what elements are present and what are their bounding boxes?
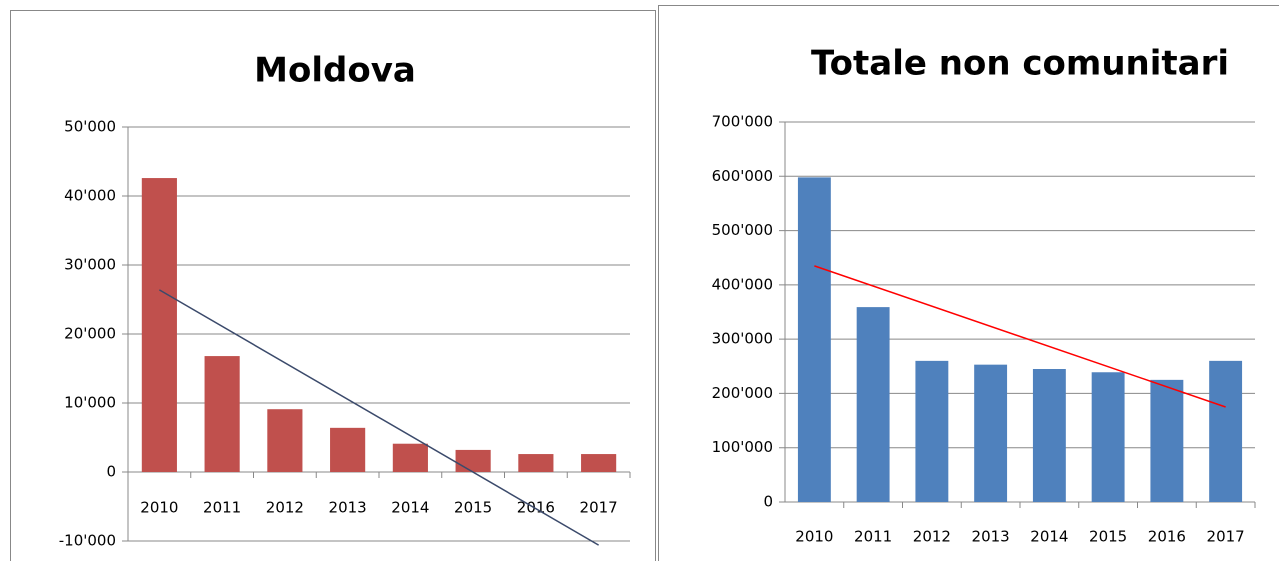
bar xyxy=(267,409,303,472)
bar xyxy=(1032,369,1066,502)
x-tick-label: 2010 xyxy=(795,528,833,546)
x-tick-label: 2012 xyxy=(266,499,304,517)
y-tick-label: 20'000 xyxy=(64,325,116,343)
y-tick-label: 400'000 xyxy=(712,275,773,293)
bar xyxy=(1091,372,1125,502)
x-tick-label: 2011 xyxy=(203,499,241,517)
bar xyxy=(581,454,617,472)
bar xyxy=(141,178,177,472)
bar xyxy=(518,454,554,472)
x-tick-label: 2011 xyxy=(854,528,892,546)
x-tick-label: 2013 xyxy=(972,528,1010,546)
x-tick-label: 2010 xyxy=(140,499,178,517)
y-tick-label: -10'000 xyxy=(59,532,116,550)
x-tick-label: 2017 xyxy=(580,499,618,517)
x-tick-label: 2012 xyxy=(913,528,951,546)
chart-title: Totale non comunitari xyxy=(811,44,1229,84)
y-tick-label: 500'000 xyxy=(712,221,773,239)
bar xyxy=(915,360,949,502)
x-tick-label: 2017 xyxy=(1207,528,1245,546)
trend-line xyxy=(814,265,1226,408)
y-tick-label: 40'000 xyxy=(64,187,116,205)
x-tick-label: 2015 xyxy=(1089,528,1127,546)
y-tick-label: 300'000 xyxy=(712,330,773,348)
y-tick-label: 0 xyxy=(106,463,116,481)
bar xyxy=(856,307,890,502)
y-tick-label: 50'000 xyxy=(64,118,116,136)
bar xyxy=(1150,379,1184,502)
bar xyxy=(330,427,366,472)
x-tick-label: 2014 xyxy=(391,499,429,517)
y-tick-label: 700'000 xyxy=(712,113,773,131)
bar xyxy=(455,449,491,472)
x-tick-label: 2013 xyxy=(329,499,367,517)
y-tick-label: 10'000 xyxy=(64,394,116,412)
x-tick-label: 2014 xyxy=(1030,528,1068,546)
y-tick-label: 100'000 xyxy=(712,438,773,456)
y-tick-label: 200'000 xyxy=(712,384,773,402)
x-tick-label: 2015 xyxy=(454,499,492,517)
y-tick-label: 30'000 xyxy=(64,256,116,274)
x-tick-label: 2016 xyxy=(1148,528,1186,546)
trend-line xyxy=(158,289,600,546)
y-tick-label: 600'000 xyxy=(712,167,773,185)
bar xyxy=(392,443,428,472)
chart-title: Moldova xyxy=(254,51,416,91)
y-tick-label: 0 xyxy=(763,493,773,511)
bar xyxy=(797,177,831,502)
bar xyxy=(974,364,1008,502)
bar xyxy=(204,356,240,472)
bar xyxy=(1209,360,1243,502)
